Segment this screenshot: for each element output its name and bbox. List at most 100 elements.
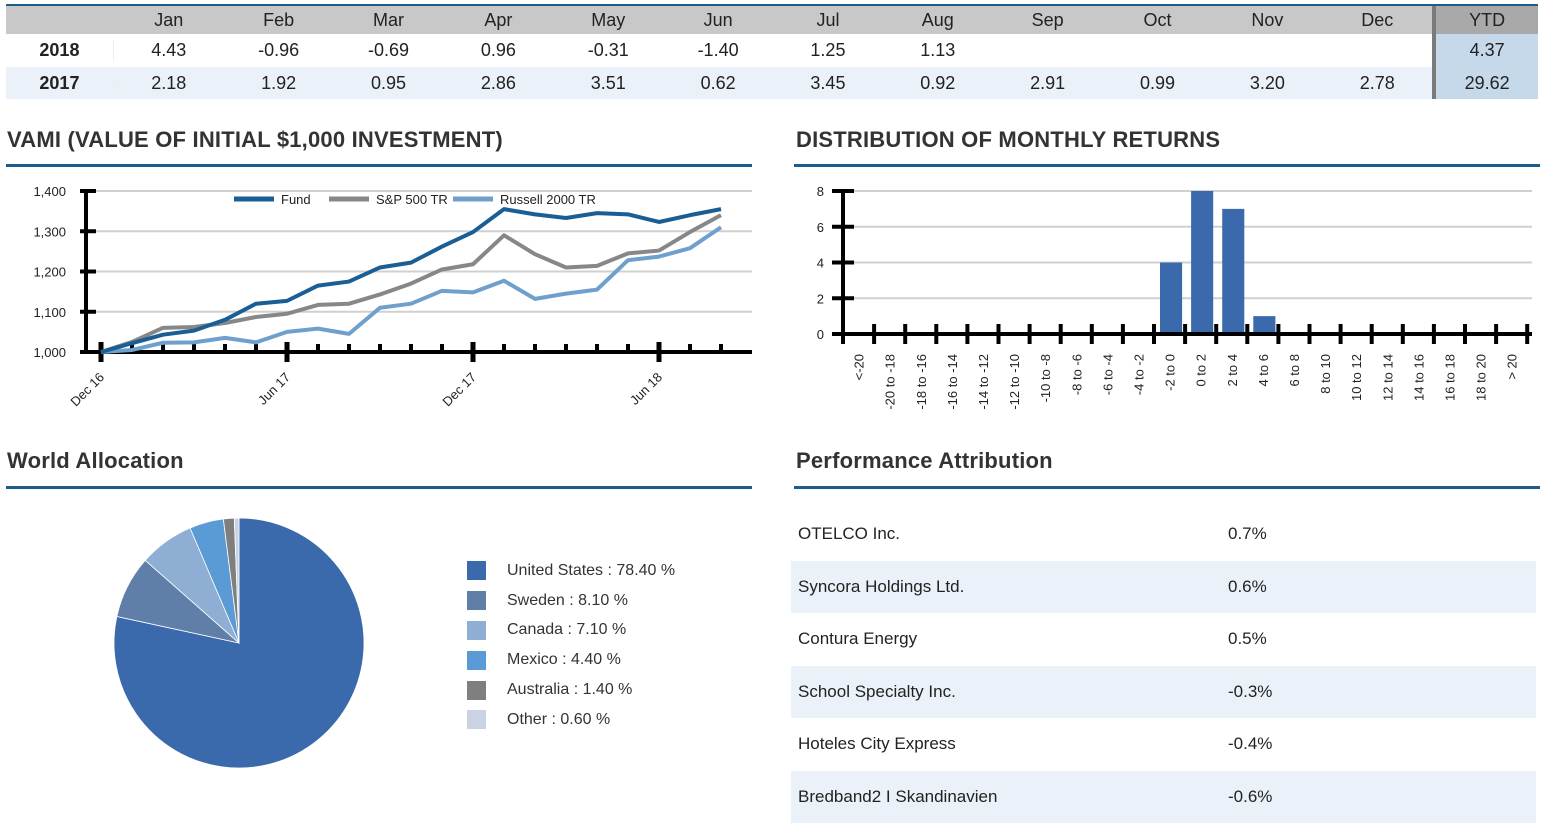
dist-x-tick-label: -2 to 0 — [1163, 354, 1178, 391]
distribution-bar-chart: 0 2 4 6 8 <-20 -20 to -18 -18 to -16 -16 to -14 -… — [817, 184, 1532, 410]
vami-title-rule — [6, 164, 752, 167]
return-cell: 0.62 — [700, 72, 736, 93]
dist-x-tick-label: -18 to -16 — [914, 354, 929, 410]
attribution-row: Contura Energy 0.5% — [791, 613, 1536, 666]
month-header: Feb — [263, 9, 295, 30]
attribution-value: -0.4% — [1228, 734, 1273, 754]
vami-line-chart: 1,000 1,100 1,200 1,300 1,400 Dec 16 Jun 17 Dec… — [33, 184, 752, 410]
vami-legend-label: S&P 500 TR — [376, 192, 448, 207]
attribution-row: Bredband2 I Skandinavien -0.6% — [791, 770, 1536, 823]
pie-slice-other — [233, 517, 240, 644]
legend-label: Sweden : 8.10 % — [507, 591, 628, 609]
attribution-row: School Specialty Inc. -0.3% — [791, 665, 1536, 718]
dist-x-tick-label: -12 to -10 — [1007, 354, 1022, 410]
return-cell: 1.25 — [810, 40, 846, 60]
attribution-holding-name: OTELCO Inc. — [798, 524, 901, 544]
return-cell: 2.86 — [480, 72, 516, 93]
legend-item: United States : 78.40 % — [467, 556, 675, 586]
legend-label: United States : 78.40 % — [507, 561, 676, 579]
dist-x-tick-label: -14 to -12 — [976, 354, 991, 410]
dist-x-tick-label: 0 to 2 — [1194, 354, 1209, 387]
dist-y-tick-label: 4 — [817, 256, 824, 271]
distribution-title: DISTRIBUTION OF MONTHLY RETURNS — [796, 127, 1221, 152]
year-label: 2018 — [6, 40, 114, 61]
return-cell: 1.13 — [920, 40, 956, 60]
dist-y-tick-label: 2 — [817, 291, 824, 306]
attribution-value: 0.5% — [1228, 629, 1267, 649]
attribution-row: Hoteles City Express -0.4% — [791, 718, 1536, 771]
vami-y-tick-label: 1,000 — [33, 345, 66, 360]
return-cell: 2.91 — [1030, 72, 1066, 93]
legend-swatch — [467, 620, 486, 640]
attribution-value: 0.7% — [1228, 524, 1267, 544]
world-allocation-title: World Allocation — [7, 448, 184, 473]
return-cell: -1.40 — [697, 40, 739, 60]
attribution-value: 0.6% — [1228, 576, 1267, 596]
vami-x-tick-label: Jun 17 — [255, 370, 293, 408]
world-allocation-pie-chart — [113, 517, 365, 769]
returns-header-row: Jan Feb Mar Apr May Jun Jul Aug Sep Oct … — [6, 4, 1539, 34]
month-header: May — [591, 9, 626, 30]
return-cell: 2.18 — [151, 72, 187, 93]
dist-x-tick-label: > 20 — [1505, 354, 1520, 380]
month-header: Oct — [1143, 9, 1172, 30]
vami-legend-label: Fund — [281, 192, 311, 207]
return-cell: -0.96 — [258, 40, 300, 60]
vami-y-tick-label: 1,100 — [33, 305, 66, 320]
attribution-holding-name: Contura Energy — [798, 629, 918, 649]
legend-item: Mexico : 4.40 % — [467, 645, 675, 675]
pie-legend: United States : 78.40 % Sweden : 8.10 % Ca… — [467, 556, 675, 735]
legend-swatch — [467, 650, 486, 670]
return-cell: -0.69 — [367, 40, 410, 60]
attribution-holding-name: Syncora Holdings Ltd. — [798, 576, 965, 596]
month-header: Mar — [373, 9, 404, 30]
dist-bar — [1160, 262, 1183, 334]
performance-attribution-title: Performance Attribution — [796, 448, 1053, 473]
dist-x-tick-label: 4 to 6 — [1256, 354, 1271, 387]
returns-row-2017: 2017 2.18 1.92 0.95 2.86 3.51 0.62 3.45 … — [6, 67, 1539, 99]
dist-x-tick-label: 18 to 20 — [1474, 354, 1489, 401]
legend-label: Canada : 7.10 % — [507, 621, 627, 639]
vami-y-tick-label: 1,200 — [33, 265, 66, 280]
attribution-value: -0.6% — [1228, 786, 1273, 806]
dist-bar — [1253, 316, 1276, 334]
vami-x-tick-label: Dec 16 — [67, 370, 107, 410]
return-cell: 1.92 — [261, 72, 297, 93]
attribution-holding-name: Hoteles City Express — [798, 734, 956, 754]
legend-item: Canada : 7.10 % — [467, 616, 675, 646]
month-header: Sep — [1031, 9, 1064, 30]
dist-x-tick-label: 12 to 14 — [1380, 354, 1395, 401]
month-header: Dec — [1361, 9, 1394, 30]
legend-item: Sweden : 8.10 % — [467, 586, 675, 616]
dist-x-tick-label: 10 to 12 — [1349, 354, 1364, 401]
monthly-returns-table: Jan Feb Mar Apr May Jun Jul Aug Sep Oct … — [6, 4, 1539, 99]
attribution-value: -0.3% — [1228, 681, 1273, 701]
return-cell: 0.95 — [370, 72, 407, 93]
attribution-holding-name: Bredband2 I Skandinavien — [798, 786, 998, 806]
attribution-row: Syncora Holdings Ltd. 0.6% — [791, 560, 1536, 613]
return-cell: 4.43 — [151, 40, 187, 60]
return-cell: 3.20 — [1249, 72, 1285, 93]
legend-label: Mexico : 4.40 % — [507, 651, 621, 669]
vami-x-tick-label: Dec 17 — [439, 370, 479, 410]
dist-x-tick-label: <-20 — [852, 354, 867, 380]
month-header: Jun — [703, 9, 733, 30]
return-cell: 0.92 — [920, 72, 956, 93]
dist-bar — [1222, 208, 1245, 334]
returns-row-2018: 2018 4.43 -0.96 -0.69 0.96 -0.31 -1.40 1… — [6, 34, 1539, 67]
month-header: Jan — [154, 9, 184, 30]
performance-attribution-title-rule — [794, 486, 1540, 489]
vami-x-tick-label: Jun 18 — [627, 370, 665, 408]
legend-swatch — [467, 561, 486, 581]
vami-y-tick-label: 1,400 — [33, 184, 66, 199]
performance-attribution-table: OTELCO Inc. 0.7% Syncora Holdings Ltd. 0.6%… — [791, 508, 1536, 823]
dist-x-tick-label: -6 to -4 — [1100, 354, 1115, 395]
dist-y-tick-label: 6 — [817, 220, 824, 235]
ytd-header: YTD — [1432, 6, 1539, 34]
vami-title: VAMI (VALUE OF INITIAL $1,000 INVESTMENT… — [7, 127, 503, 152]
dist-bar — [1191, 191, 1214, 334]
vami-legend-label: Russell 2000 TR — [500, 192, 596, 207]
world-allocation-title-rule — [6, 486, 752, 489]
dist-x-tick-label: 16 to 18 — [1442, 354, 1457, 401]
legend-item: Australia : 1.40 % — [467, 675, 675, 705]
